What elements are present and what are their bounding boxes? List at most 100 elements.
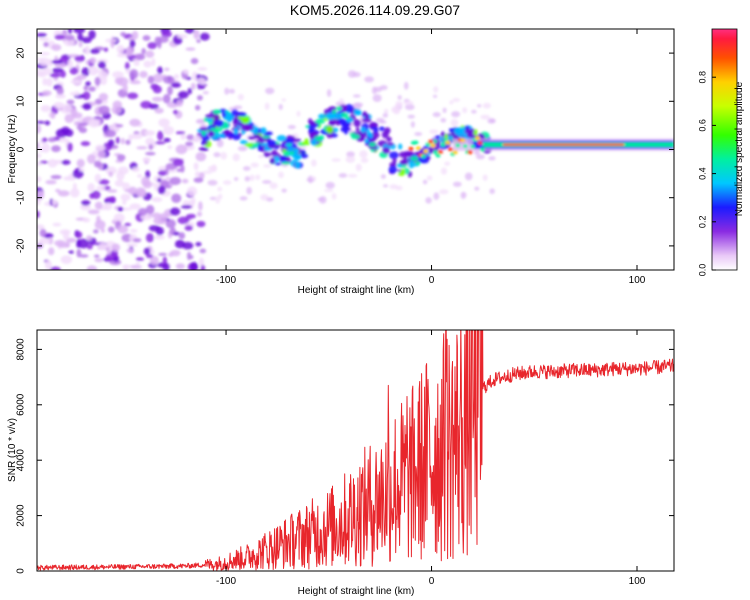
- heatmap-noise-blob: [62, 230, 70, 241]
- heatmap-noise-blob: [115, 136, 120, 144]
- heatmap-noise-blob: [142, 157, 151, 162]
- heatmap-noise-blob: [162, 75, 175, 84]
- heatmap-ridge-blob: [244, 142, 255, 147]
- heatmap-noise-blob: [157, 185, 166, 195]
- heatmap-noise-blob: [120, 193, 131, 201]
- heatmap-noise-blob: [37, 124, 42, 134]
- heatmap-noise-blob: [37, 191, 45, 201]
- heatmap-bright-bead: [470, 144, 476, 149]
- heatmap-ridge-blob: [400, 168, 406, 175]
- heatmap-noise-blob: [86, 265, 98, 270]
- heatmap-haze-blob: [371, 86, 377, 95]
- heatmap-noise-blob: [176, 99, 184, 107]
- heatmap-ridge-blob: [219, 133, 225, 138]
- heatmap-haze-blob: [452, 98, 461, 102]
- heatmap-noise-blob: [98, 105, 110, 115]
- heatmap-noise-blob: [158, 118, 170, 128]
- heatmap-haze-blob: [432, 94, 438, 98]
- heatmap-noise-blob: [44, 260, 52, 270]
- heatmap-haze-blob: [462, 107, 468, 114]
- heatmap-noise-blob: [155, 226, 164, 236]
- heatmap-noise-blob: [89, 48, 100, 54]
- heatmap-noise-blob: [196, 74, 201, 79]
- heatmap-noise-blob: [114, 179, 125, 187]
- heatmap-noise-blob: [176, 34, 188, 39]
- heatmap-noise-blob: [63, 176, 72, 181]
- heatmap-haze-blob: [449, 100, 454, 105]
- heatmap-noise-blob: [198, 201, 203, 211]
- heatmap-ridge-blob: [202, 135, 210, 142]
- heatmap-noise-blob: [152, 85, 162, 94]
- heatmap-noise-blob: [53, 159, 64, 165]
- heatmap-noise-blob: [129, 39, 136, 48]
- heatmap-ridge-blob: [388, 151, 399, 159]
- heatmap-ridge-blob: [368, 142, 377, 147]
- heatmap-haze-blob: [475, 154, 485, 160]
- heatmap-haze-blob: [207, 179, 218, 186]
- heatmap-haze-blob: [444, 161, 451, 166]
- heatmap-noise-blob: [93, 254, 100, 258]
- heatmap-noise-blob: [197, 85, 206, 90]
- heatmap-line-core: [502, 143, 624, 146]
- heatmap-noise-blob: [152, 96, 164, 102]
- heatmap-ridge-blob: [353, 119, 361, 127]
- heatmap-noise-blob: [142, 35, 151, 41]
- heatmap-haze-blob: [258, 154, 265, 159]
- heatmap-noise-blob: [77, 122, 88, 127]
- heatmap-ridge-blob: [281, 161, 291, 165]
- heatmap-haze-blob: [278, 171, 284, 179]
- heatmap-noise-blob: [55, 188, 61, 193]
- heatmap-haze-blob: [281, 188, 287, 193]
- heatmap-noise-blob: [126, 248, 135, 253]
- heatmap-haze-blob: [429, 129, 439, 134]
- heatmap-bright-bead: [479, 147, 485, 152]
- heatmap-noise-blob: [88, 86, 96, 92]
- heatmap-noise-blob: [56, 86, 64, 96]
- heatmap-noise-blob: [162, 125, 175, 135]
- heatmap-haze-blob: [352, 94, 361, 98]
- heatmap-noise-blob: [169, 207, 181, 216]
- heatmap-noise-blob: [88, 65, 99, 76]
- heatmap-noise-blob: [148, 103, 159, 110]
- heatmap-noise-blob: [116, 44, 125, 54]
- heatmap-noise-blob: [37, 224, 45, 230]
- heatmap-haze-blob: [403, 81, 409, 90]
- heatmap-ridge-blob: [232, 120, 239, 125]
- heatmap-haze-blob: [414, 132, 423, 136]
- heatmap-haze-blob: [375, 117, 385, 123]
- heatmap-noise-blob: [109, 196, 116, 204]
- heatmap-noise-blob: [42, 77, 48, 86]
- heatmap-noise-blob: [144, 130, 156, 136]
- heatmap-noise-blob: [74, 55, 85, 62]
- heatmap-noise-blob: [73, 29, 86, 34]
- heatmap-noise-blob: [54, 34, 66, 40]
- snr-ylabel: SNR (10 * v/v): [7, 418, 18, 482]
- heatmap-haze-blob: [451, 111, 461, 118]
- heatmap-noise-blob: [41, 137, 48, 143]
- heatmap-noise-blob: [175, 131, 186, 135]
- heatmap-noise-blob: [98, 242, 108, 250]
- heatmap-noise-blob: [173, 109, 178, 115]
- heatmap-ytick-label: -20: [16, 238, 27, 253]
- heatmap-noise-blob: [55, 94, 66, 99]
- heatmap-ridge-blob: [432, 139, 438, 144]
- heatmap-noise-blob: [67, 142, 73, 152]
- heatmap-ridge-blob: [386, 136, 392, 142]
- heatmap-noise-blob: [94, 219, 106, 230]
- heatmap-noise-blob: [165, 219, 176, 229]
- heatmap-haze-blob: [442, 107, 447, 114]
- heatmap-noise-blob: [170, 249, 181, 257]
- heatmap-noise-blob: [70, 187, 80, 198]
- heatmap-noise-blob: [67, 29, 73, 35]
- heatmap-noise-blob: [41, 142, 50, 153]
- heatmap-noise-blob: [103, 47, 109, 52]
- heatmap-ridge-blob: [328, 106, 337, 110]
- heatmap-haze-blob: [261, 180, 272, 184]
- heatmap-noise-blob: [162, 94, 171, 104]
- heatmap-haze-blob: [487, 118, 496, 124]
- heatmap-noise-blob: [41, 90, 52, 96]
- heatmap-haze-blob: [482, 174, 488, 181]
- heatmap-noise-blob: [111, 243, 121, 252]
- heatmap-bright-bead: [428, 139, 434, 144]
- colorbar-tick-label: 0.4: [697, 167, 707, 180]
